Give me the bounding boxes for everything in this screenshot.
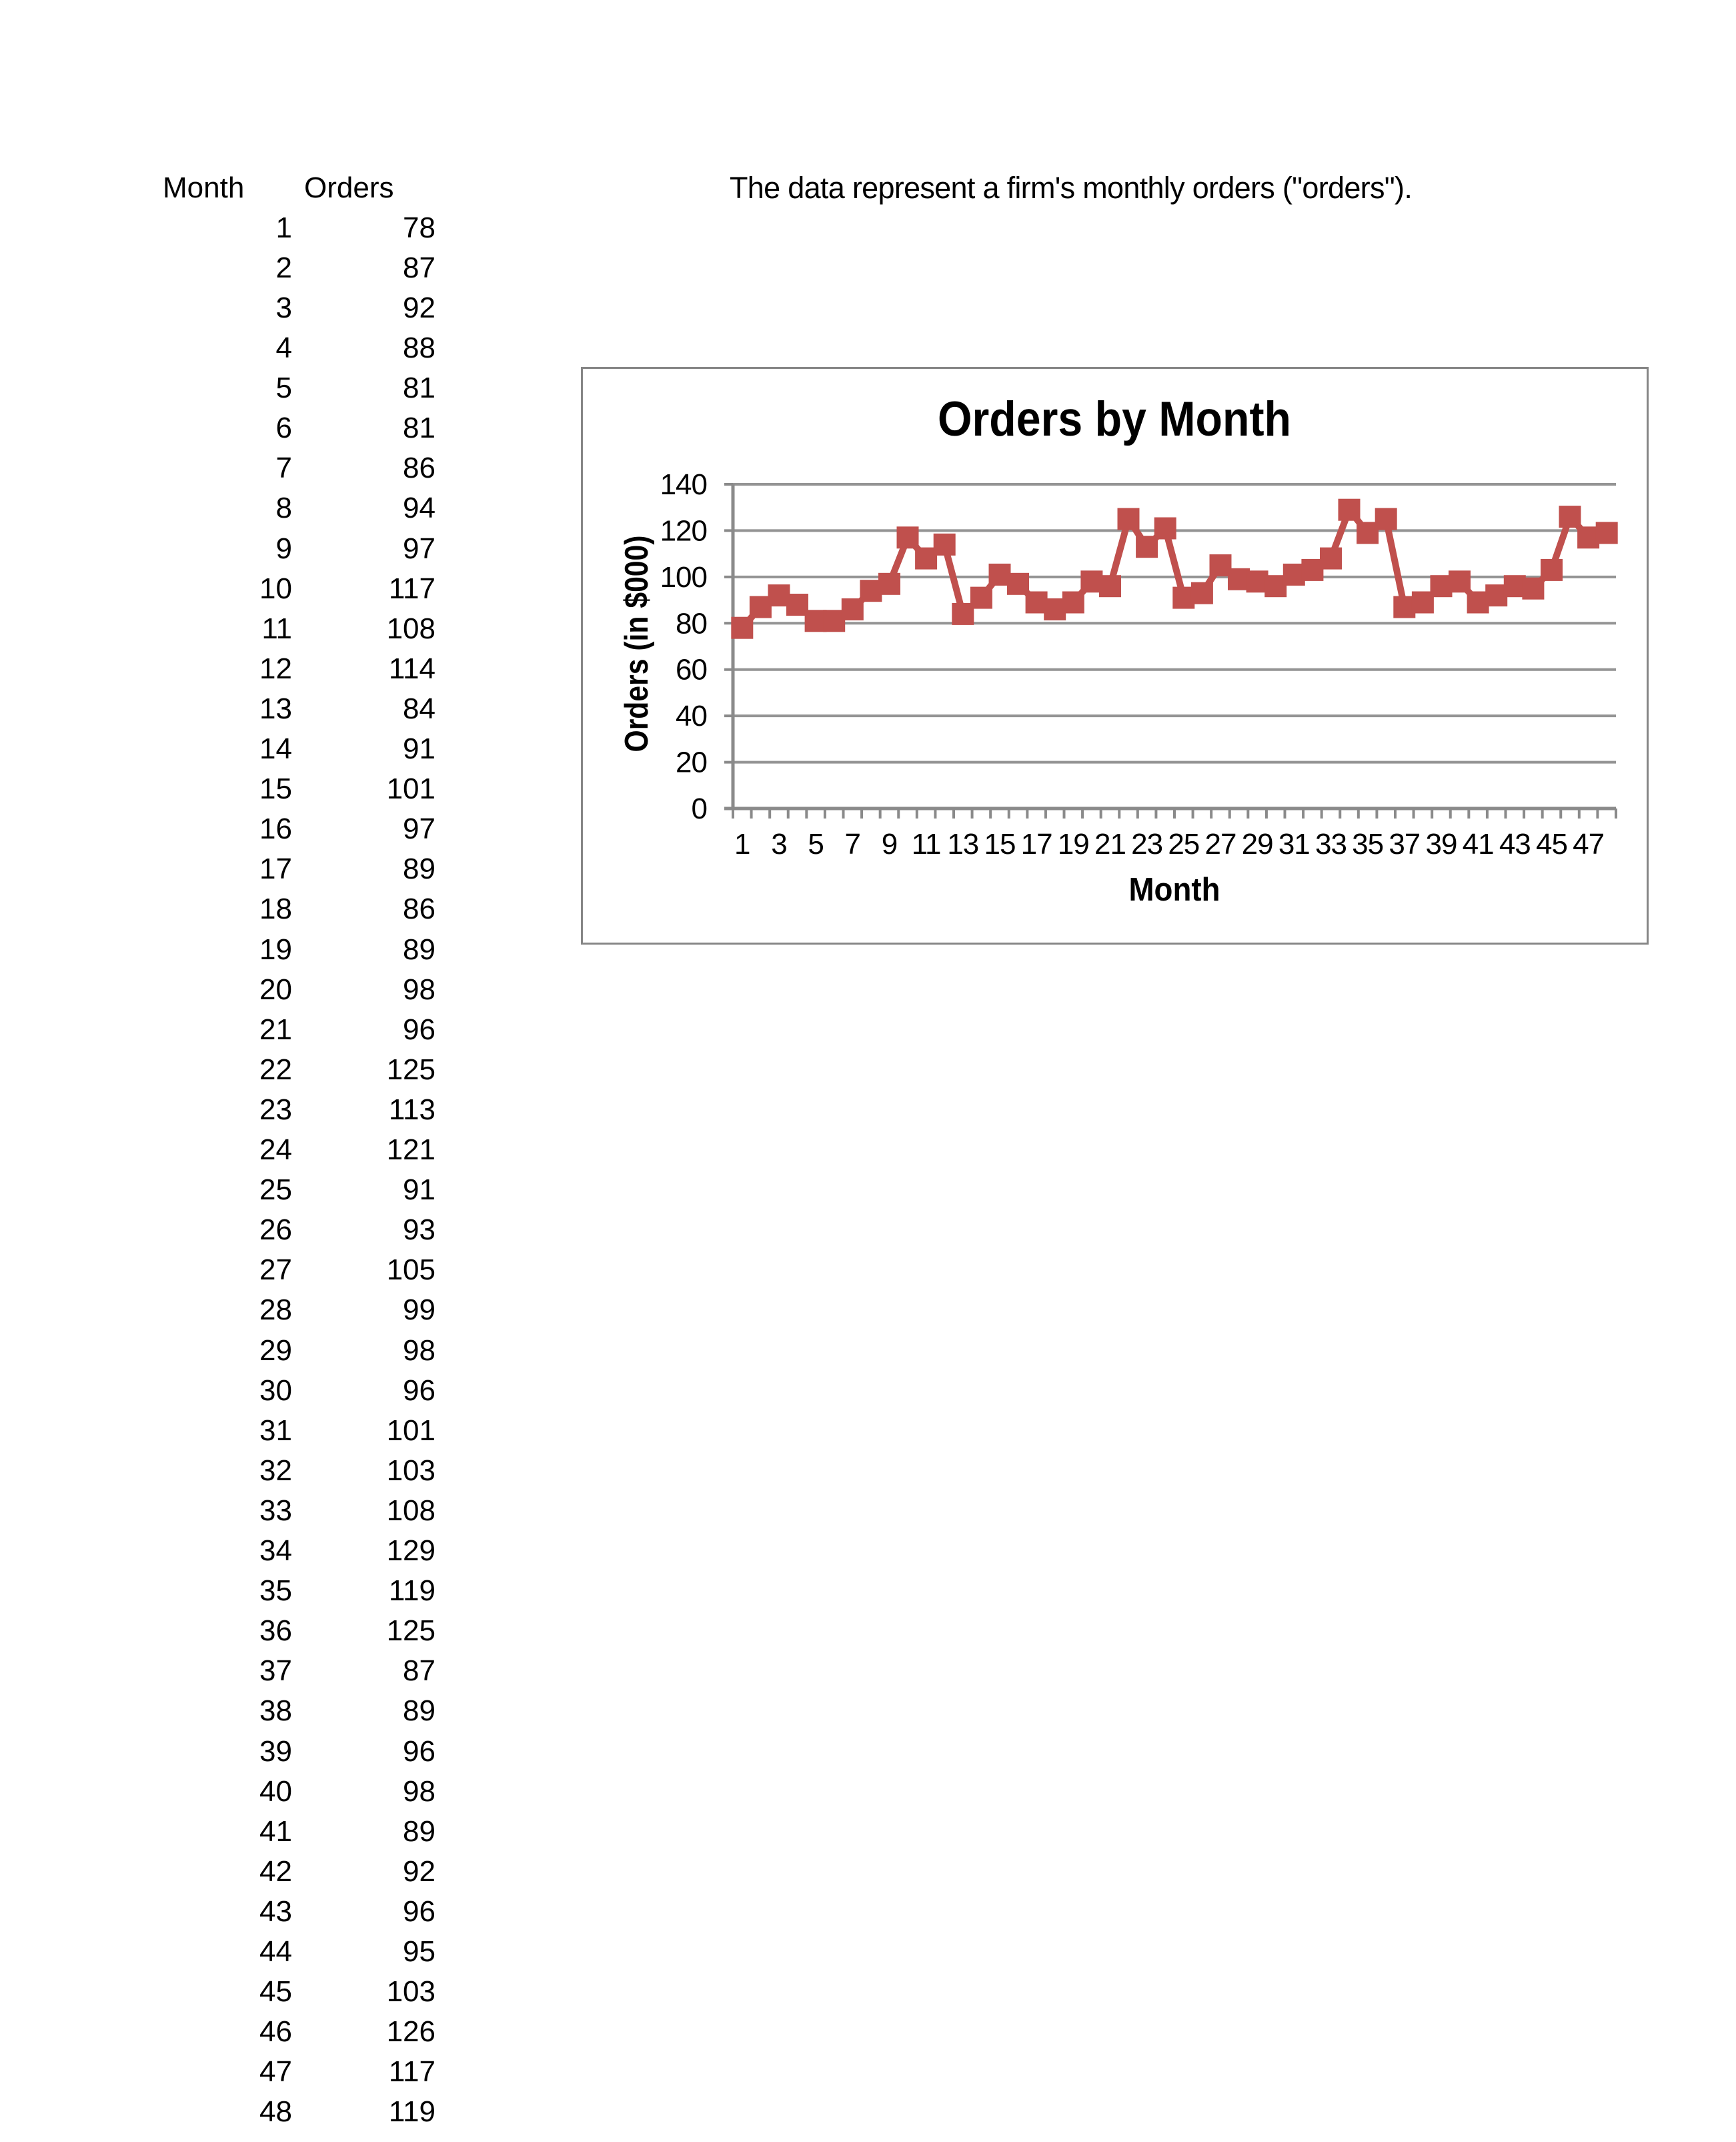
- svg-text:39: 39: [1426, 828, 1457, 861]
- svg-text:3: 3: [771, 828, 786, 861]
- svg-text:Orders by Month: Orders by Month: [938, 392, 1291, 446]
- svg-text:5: 5: [808, 828, 823, 861]
- svg-text:41: 41: [1463, 828, 1494, 861]
- svg-text:0: 0: [692, 792, 707, 825]
- svg-text:25: 25: [1168, 828, 1199, 861]
- svg-text:37: 37: [1389, 828, 1420, 861]
- svg-text:43: 43: [1499, 828, 1531, 861]
- svg-text:45: 45: [1536, 828, 1567, 861]
- svg-text:17: 17: [1021, 828, 1052, 861]
- svg-text:40: 40: [676, 700, 707, 732]
- svg-text:20: 20: [676, 746, 707, 779]
- svg-text:Month: Month: [1129, 872, 1220, 908]
- svg-text:9: 9: [882, 828, 897, 861]
- svg-text:11: 11: [912, 828, 941, 861]
- svg-text:60: 60: [676, 654, 707, 686]
- svg-text:15: 15: [984, 828, 1016, 861]
- svg-text:7: 7: [845, 828, 860, 861]
- svg-text:140: 140: [660, 468, 707, 501]
- svg-text:23: 23: [1131, 828, 1162, 861]
- svg-text:31: 31: [1278, 828, 1310, 861]
- svg-text:27: 27: [1205, 828, 1236, 861]
- svg-text:80: 80: [676, 607, 707, 640]
- svg-text:35: 35: [1352, 828, 1383, 861]
- svg-text:1: 1: [734, 828, 750, 861]
- svg-text:120: 120: [660, 514, 707, 547]
- svg-text:13: 13: [947, 828, 978, 861]
- svg-text:100: 100: [660, 561, 707, 594]
- svg-text:Orders (in $000): Orders (in $000): [619, 536, 655, 752]
- svg-text:19: 19: [1058, 828, 1089, 861]
- svg-text:29: 29: [1242, 828, 1273, 861]
- svg-text:47: 47: [1573, 828, 1604, 861]
- svg-text:21: 21: [1094, 828, 1126, 861]
- svg-text:33: 33: [1315, 828, 1347, 861]
